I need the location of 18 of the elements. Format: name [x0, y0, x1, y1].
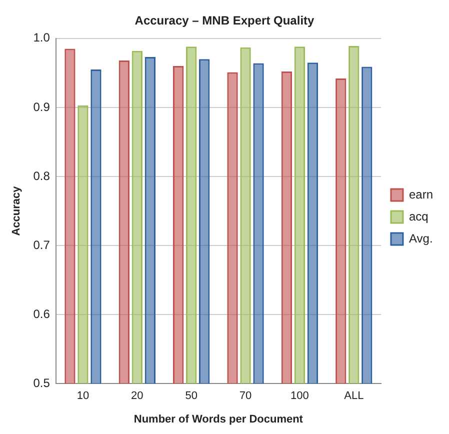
y-axis-title: Accuracy: [10, 185, 23, 236]
x-tick-label: 100: [290, 390, 309, 402]
chart-title: Accuracy – MNB Expert Quality: [134, 14, 315, 28]
x-tick-label: 50: [185, 390, 198, 402]
x-tick-label: 10: [76, 390, 90, 402]
x-tick-label: 20: [131, 390, 144, 402]
legend-label: acq: [408, 209, 428, 224]
x-axis-title: Number of Words per Document: [134, 413, 304, 426]
legend-label: Avg.: [408, 231, 433, 246]
y-tick-label: 0.6: [33, 306, 50, 321]
y-tick-label: 0.8: [33, 168, 50, 183]
x-tick-label: 70: [239, 390, 252, 402]
y-tick-label: 0.5: [33, 376, 50, 390]
y-tick-label: 0.7: [33, 238, 50, 252]
legend-label: earn: [408, 187, 434, 202]
y-tick-label: 0.9: [33, 100, 50, 114]
x-tick-label: ALL: [344, 390, 364, 402]
y-tick-label: 1.0: [33, 30, 50, 45]
